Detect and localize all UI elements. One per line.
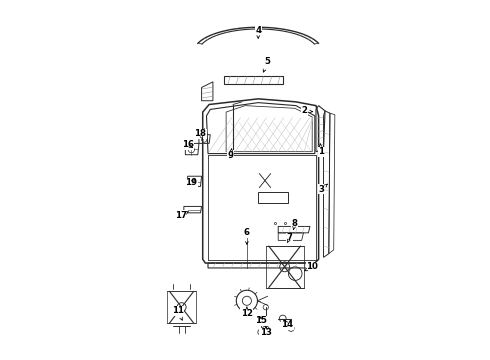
Text: 14: 14 <box>281 320 294 329</box>
Text: 8: 8 <box>292 219 298 228</box>
Text: 19: 19 <box>185 178 197 187</box>
Text: 16: 16 <box>182 140 194 149</box>
Text: 10: 10 <box>306 262 318 271</box>
Text: 1: 1 <box>318 147 324 156</box>
Text: 13: 13 <box>260 328 272 337</box>
Text: 7: 7 <box>287 233 293 242</box>
Text: 5: 5 <box>265 57 270 66</box>
Text: 18: 18 <box>195 129 206 138</box>
Text: 11: 11 <box>172 306 184 315</box>
Text: 4: 4 <box>255 26 261 35</box>
Text: 15: 15 <box>255 316 267 325</box>
Text: 3: 3 <box>318 185 324 194</box>
Text: 9: 9 <box>228 151 234 160</box>
Text: 12: 12 <box>241 309 253 318</box>
Text: 6: 6 <box>244 228 250 237</box>
Text: 17: 17 <box>175 211 188 220</box>
Text: 2: 2 <box>302 107 308 116</box>
